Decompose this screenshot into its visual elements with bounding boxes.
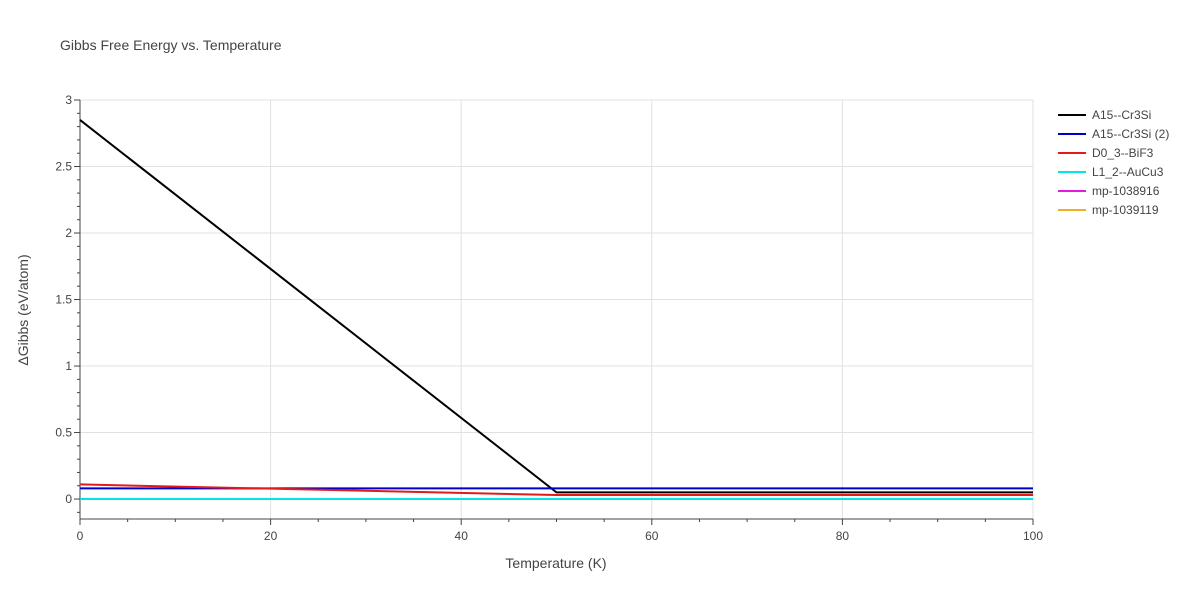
legend-label: A15--Cr3Si (2)	[1092, 127, 1169, 141]
chart-title: Gibbs Free Energy vs. Temperature	[60, 37, 282, 53]
x-tick-label: 40	[455, 529, 469, 543]
legend-item[interactable]: mp-1039119	[1058, 203, 1159, 217]
series-line-3	[79, 483, 1033, 497]
series-line-1	[79, 119, 1033, 494]
legend-label: L1_2--AuCu3	[1092, 165, 1164, 179]
legend-item[interactable]: A15--Cr3Si (2)	[1058, 127, 1169, 141]
grid-layer	[80, 99, 1034, 519]
legend-item[interactable]: mp-1038916	[1058, 184, 1160, 198]
legend-label: mp-1038916	[1092, 184, 1160, 198]
y-axis-label: ΔGibbs (eV/atom)	[15, 254, 31, 365]
x-tick-label: 0	[77, 529, 84, 543]
y-tick-label: 0.5	[55, 426, 72, 440]
x-tick-label: 80	[836, 529, 850, 543]
x-tick-label: 20	[264, 529, 278, 543]
y-tick-label: 2.5	[55, 160, 72, 174]
y-tick-label: 0	[65, 492, 72, 506]
y-tick-label: 3	[65, 93, 72, 107]
legend[interactable]: A15--Cr3Si A15--Cr3Si (2) D0_3--BiF3 L1_2--…	[1058, 108, 1169, 217]
axes-layer: 0 20 40 60 80 100 0 0.5 1 1.5 2 2.5 3	[55, 93, 1043, 543]
legend-item[interactable]: A15--Cr3Si	[1058, 108, 1151, 122]
y-tick-label: 2	[65, 226, 72, 240]
legend-label: D0_3--BiF3	[1092, 146, 1154, 160]
y-tick-label: 1.5	[55, 293, 72, 307]
x-axis-label: Temperature (K)	[505, 555, 606, 571]
legend-label: A15--Cr3Si	[1092, 108, 1151, 122]
legend-item[interactable]: L1_2--AuCu3	[1058, 165, 1164, 179]
y-tick-label: 1	[65, 359, 72, 373]
series-layer	[79, 119, 1033, 501]
legend-item[interactable]: D0_3--BiF3	[1058, 146, 1154, 160]
x-tick-label: 100	[1023, 529, 1043, 543]
legend-label: mp-1039119	[1092, 203, 1159, 217]
x-tick-label: 60	[645, 529, 659, 543]
